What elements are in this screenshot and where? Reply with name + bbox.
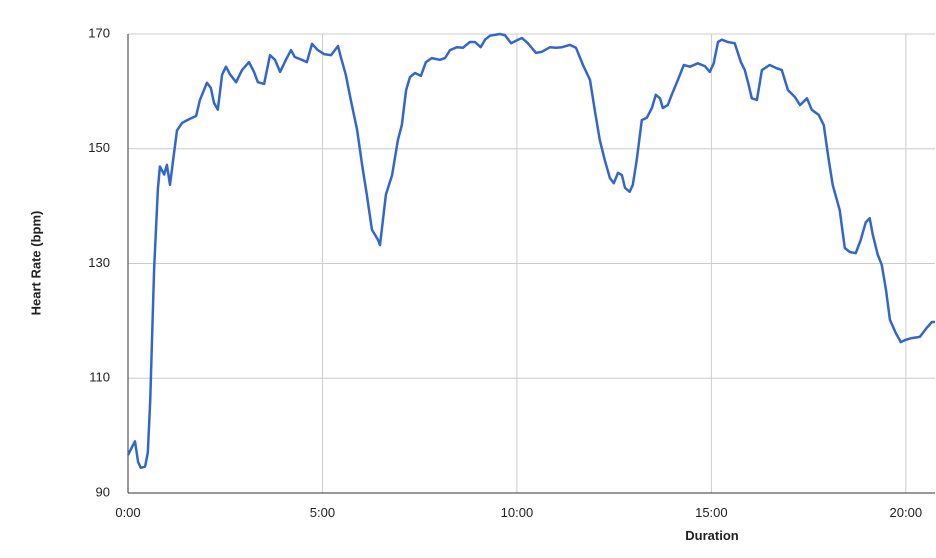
x-tick-label: 20:00 (890, 505, 923, 520)
y-tick-label: 150 (88, 140, 110, 155)
y-tick-label: 90 (96, 484, 110, 499)
x-tick-label: 5:00 (310, 505, 335, 520)
x-axis-title: Duration (685, 528, 739, 543)
y-tick-label: 170 (88, 25, 110, 40)
y-tick-label: 130 (88, 255, 110, 270)
line-series (126, 32, 935, 470)
y-axis-title: Heart Rate (bpm) (28, 211, 43, 316)
x-tick-label: 15:00 (695, 505, 728, 520)
x-tick-label: 0:00 (115, 505, 140, 520)
x-tick-label: 10:00 (501, 505, 534, 520)
y-tick-label: 110 (89, 370, 110, 385)
